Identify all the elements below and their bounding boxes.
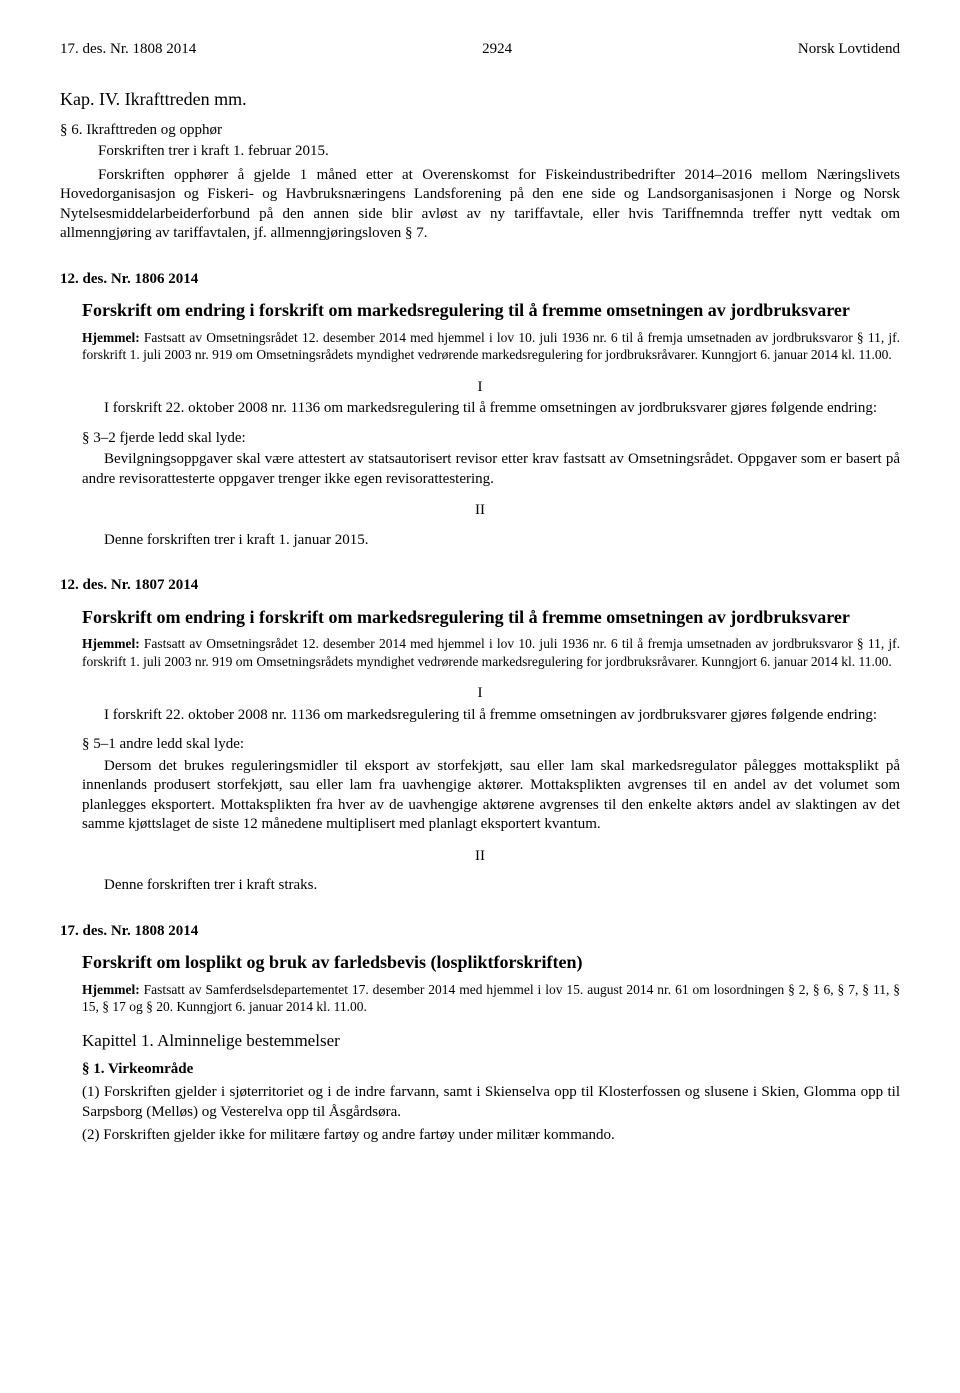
kap4-line2: Forskriften opphører å gjelde 1 måned et…	[60, 166, 900, 244]
e1806-ledd-title: § 3–2 fjerde ledd skal lyde:	[82, 429, 900, 449]
hjemmel-label-3: Hjemmel:	[82, 982, 140, 997]
e1807-ledd-title: § 5–1 andre ledd skal lyde:	[82, 735, 900, 755]
e1808-kap: Kapittel 1. Alminnelige bestemmelser	[82, 1030, 900, 1052]
e1807-denne: Denne forskriften trer i kraft straks.	[104, 876, 900, 896]
header-center: 2924	[482, 40, 512, 60]
e1806-intro: I forskrift 22. oktober 2008 nr. 1136 om…	[82, 399, 900, 419]
e1808-title: Forskrift om losplikt og bruk av farleds…	[82, 951, 900, 974]
e1808-date: 17. des. Nr. 1808 2014	[60, 922, 900, 942]
hjemmel-label-2: Hjemmel:	[82, 636, 140, 651]
e1806-title: Forskrift om endring i forskrift om mark…	[82, 299, 900, 322]
e1808-hjemmel: Hjemmel: Fastsatt av Samferdselsdepartem…	[82, 981, 900, 1016]
e1808-s1-2: (2) Forskriften gjelder ikke for militær…	[82, 1126, 900, 1146]
e1807-hjemmel: Hjemmel: Fastsatt av Omsetningsrådet 12.…	[82, 635, 900, 670]
e1807-ledd-body: Dersom det brukes reguleringsmidler til …	[82, 757, 900, 835]
page-header: 17. des. Nr. 1808 2014 2924 Norsk Lovtid…	[60, 40, 900, 60]
e1807-date: 12. des. Nr. 1807 2014	[60, 576, 900, 596]
e1807-intro: I forskrift 22. oktober 2008 nr. 1136 om…	[82, 706, 900, 726]
e1808-s1-title: § 1. Virkeområde	[82, 1060, 900, 1080]
hjemmel-label: Hjemmel:	[82, 330, 140, 345]
header-left: 17. des. Nr. 1808 2014	[60, 40, 196, 60]
e1808-s1-1: (1) Forskriften gjelder i sjøterritoriet…	[82, 1083, 900, 1122]
e1806-date: 12. des. Nr. 1806 2014	[60, 270, 900, 290]
roman-I-1: I	[60, 378, 900, 398]
kap4-s6-title: § 6. Ikrafttreden og opphør	[60, 121, 900, 141]
kap4-line1: Forskriften trer i kraft 1. februar 2015…	[98, 142, 900, 162]
e1806-ledd-body: Bevilgningsoppgaver skal være attestert …	[82, 450, 900, 489]
e1806-hjemmel: Hjemmel: Fastsatt av Omsetningsrådet 12.…	[82, 329, 900, 364]
e1808-s1-title-text: § 1. Virkeområde	[82, 1061, 193, 1077]
roman-II-2: II	[60, 847, 900, 867]
e1806-denne: Denne forskriften trer i kraft 1. januar…	[104, 531, 900, 551]
roman-II-1: II	[60, 501, 900, 521]
kap4-title: Kap. IV. Ikrafttreden mm.	[60, 88, 900, 111]
roman-I-2: I	[60, 684, 900, 704]
e1807-title: Forskrift om endring i forskrift om mark…	[82, 606, 900, 629]
header-right: Norsk Lovtidend	[798, 40, 900, 60]
